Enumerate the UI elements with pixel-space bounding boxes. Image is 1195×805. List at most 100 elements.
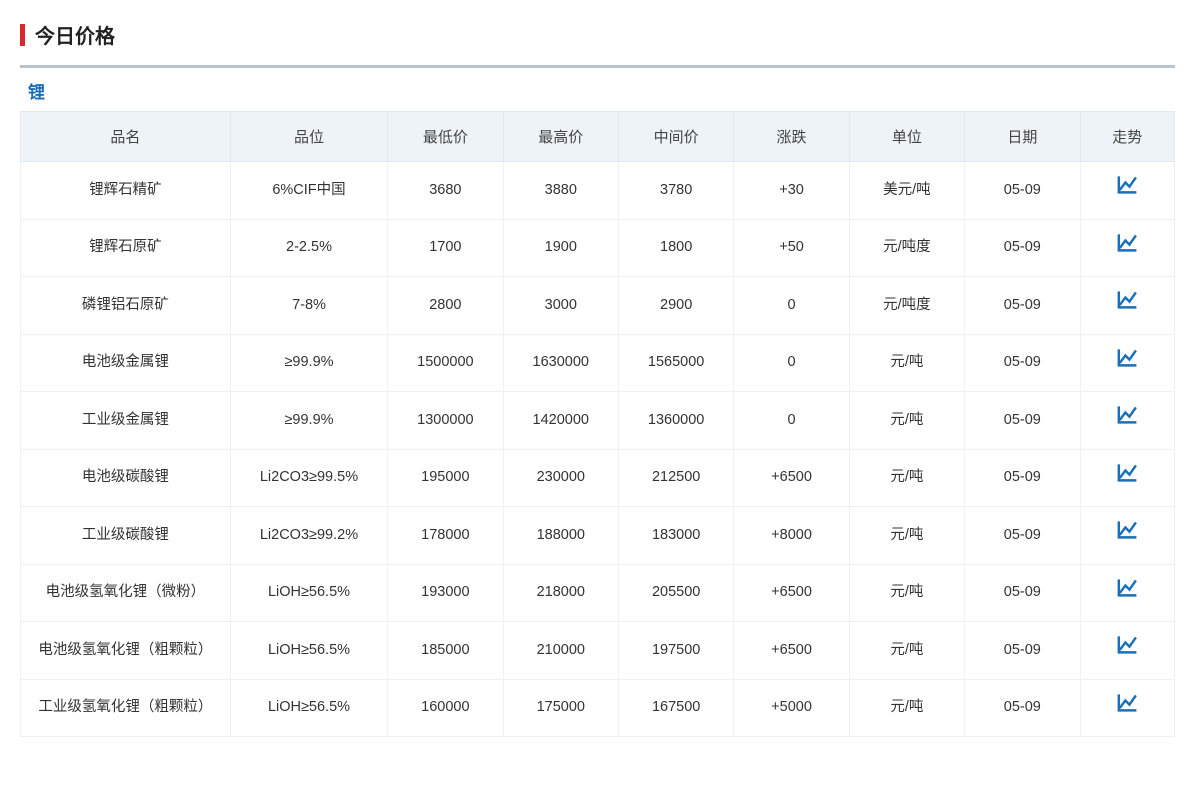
cell-unit: 元/吨度 bbox=[849, 277, 964, 335]
table-row: 锂辉石精矿6%CIF中国368038803780+30美元/吨05-09 bbox=[21, 162, 1175, 220]
cell-date: 05-09 bbox=[965, 162, 1080, 220]
cell-mid: 205500 bbox=[618, 564, 733, 622]
cell-unit: 元/吨 bbox=[849, 392, 964, 450]
cell-name: 电池级氢氧化锂（微粉） bbox=[21, 564, 231, 622]
trend-chart-icon[interactable] bbox=[1117, 700, 1137, 716]
cell-grade: Li2CO3≥99.2% bbox=[230, 507, 387, 565]
trend-chart-icon[interactable] bbox=[1117, 585, 1137, 601]
cell-date: 05-09 bbox=[965, 334, 1080, 392]
trend-chart-icon[interactable] bbox=[1117, 642, 1137, 658]
cell-unit: 元/吨 bbox=[849, 622, 964, 680]
table-body: 锂辉石精矿6%CIF中国368038803780+30美元/吨05-09锂辉石原… bbox=[21, 162, 1175, 737]
cell-name: 磷锂铝石原矿 bbox=[21, 277, 231, 335]
trend-chart-icon[interactable] bbox=[1117, 297, 1137, 313]
cell-trend bbox=[1080, 334, 1174, 392]
cell-date: 05-09 bbox=[965, 277, 1080, 335]
cell-grade: 2-2.5% bbox=[230, 219, 387, 277]
col-header-high: 最高价 bbox=[503, 112, 618, 162]
cell-unit: 元/吨 bbox=[849, 507, 964, 565]
cell-chg: +50 bbox=[734, 219, 849, 277]
cell-low: 195000 bbox=[388, 449, 503, 507]
cell-grade: Li2CO3≥99.5% bbox=[230, 449, 387, 507]
cell-trend bbox=[1080, 162, 1174, 220]
cell-high: 175000 bbox=[503, 679, 618, 737]
cell-date: 05-09 bbox=[965, 392, 1080, 450]
col-header-grade: 品位 bbox=[230, 112, 387, 162]
price-panel: 锂 品名 品位 最低价 最高价 中间价 涨跌 单位 日期 走势 锂辉石精矿6%C… bbox=[20, 65, 1175, 737]
cell-high: 230000 bbox=[503, 449, 618, 507]
table-row: 电池级金属锂≥99.9%1500000163000015650000元/吨05-… bbox=[21, 334, 1175, 392]
cell-mid: 183000 bbox=[618, 507, 733, 565]
col-header-mid: 中间价 bbox=[618, 112, 733, 162]
cell-chg: +8000 bbox=[734, 507, 849, 565]
price-table: 品名 品位 最低价 最高价 中间价 涨跌 单位 日期 走势 锂辉石精矿6%CIF… bbox=[20, 111, 1175, 737]
cell-chg: +6500 bbox=[734, 564, 849, 622]
cell-name: 电池级氢氧化锂（粗颗粒） bbox=[21, 622, 231, 680]
col-header-low: 最低价 bbox=[388, 112, 503, 162]
cell-high: 3880 bbox=[503, 162, 618, 220]
cell-mid: 1360000 bbox=[618, 392, 733, 450]
cell-mid: 1800 bbox=[618, 219, 733, 277]
cell-unit: 元/吨度 bbox=[849, 219, 964, 277]
cell-unit: 美元/吨 bbox=[849, 162, 964, 220]
title-accent-bar bbox=[20, 24, 25, 46]
cell-trend bbox=[1080, 277, 1174, 335]
cell-trend bbox=[1080, 679, 1174, 737]
trend-chart-icon[interactable] bbox=[1117, 412, 1137, 428]
table-row: 电池级碳酸锂Li2CO3≥99.5%195000230000212500+650… bbox=[21, 449, 1175, 507]
cell-chg: +6500 bbox=[734, 449, 849, 507]
trend-chart-icon[interactable] bbox=[1117, 182, 1137, 198]
cell-trend bbox=[1080, 449, 1174, 507]
table-header: 品名 品位 最低价 最高价 中间价 涨跌 单位 日期 走势 bbox=[21, 112, 1175, 162]
page-title-wrap: 今日价格 bbox=[20, 20, 1175, 49]
trend-chart-icon[interactable] bbox=[1117, 240, 1137, 256]
table-row: 锂辉石原矿2-2.5%170019001800+50元/吨度05-09 bbox=[21, 219, 1175, 277]
cell-mid: 1565000 bbox=[618, 334, 733, 392]
cell-name: 工业级碳酸锂 bbox=[21, 507, 231, 565]
trend-chart-icon[interactable] bbox=[1117, 527, 1137, 543]
cell-date: 05-09 bbox=[965, 507, 1080, 565]
cell-high: 188000 bbox=[503, 507, 618, 565]
cell-date: 05-09 bbox=[965, 564, 1080, 622]
cell-low: 2800 bbox=[388, 277, 503, 335]
cell-high: 210000 bbox=[503, 622, 618, 680]
cell-mid: 212500 bbox=[618, 449, 733, 507]
col-header-date: 日期 bbox=[965, 112, 1080, 162]
scroll-area[interactable]: 锂 品名 品位 最低价 最高价 中间价 涨跌 单位 日期 走势 锂辉石精矿6%C… bbox=[20, 68, 1175, 737]
cell-low: 193000 bbox=[388, 564, 503, 622]
cell-name: 锂辉石原矿 bbox=[21, 219, 231, 277]
table-row: 工业级碳酸锂Li2CO3≥99.2%178000188000183000+800… bbox=[21, 507, 1175, 565]
cell-trend bbox=[1080, 622, 1174, 680]
cell-low: 1700 bbox=[388, 219, 503, 277]
trend-chart-icon[interactable] bbox=[1117, 470, 1137, 486]
cell-grade: 7-8% bbox=[230, 277, 387, 335]
cell-high: 218000 bbox=[503, 564, 618, 622]
cell-low: 160000 bbox=[388, 679, 503, 737]
cell-grade: LiOH≥56.5% bbox=[230, 564, 387, 622]
cell-grade: ≥99.9% bbox=[230, 392, 387, 450]
cell-name: 电池级碳酸锂 bbox=[21, 449, 231, 507]
cell-low: 3680 bbox=[388, 162, 503, 220]
cell-name: 工业级氢氧化锂（粗颗粒） bbox=[21, 679, 231, 737]
cell-mid: 3780 bbox=[618, 162, 733, 220]
cell-trend bbox=[1080, 507, 1174, 565]
cell-trend bbox=[1080, 219, 1174, 277]
trend-chart-icon[interactable] bbox=[1117, 355, 1137, 371]
cell-low: 185000 bbox=[388, 622, 503, 680]
section-title: 锂 bbox=[20, 68, 1175, 111]
col-header-name: 品名 bbox=[21, 112, 231, 162]
cell-low: 1500000 bbox=[388, 334, 503, 392]
cell-mid: 167500 bbox=[618, 679, 733, 737]
cell-chg: 0 bbox=[734, 277, 849, 335]
cell-high: 1630000 bbox=[503, 334, 618, 392]
table-row: 电池级氢氧化锂（粗颗粒）LiOH≥56.5%185000210000197500… bbox=[21, 622, 1175, 680]
cell-high: 1900 bbox=[503, 219, 618, 277]
cell-date: 05-09 bbox=[965, 219, 1080, 277]
cell-chg: +6500 bbox=[734, 622, 849, 680]
cell-high: 3000 bbox=[503, 277, 618, 335]
cell-name: 锂辉石精矿 bbox=[21, 162, 231, 220]
cell-low: 178000 bbox=[388, 507, 503, 565]
col-header-trend: 走势 bbox=[1080, 112, 1174, 162]
cell-date: 05-09 bbox=[965, 622, 1080, 680]
cell-chg: 0 bbox=[734, 392, 849, 450]
